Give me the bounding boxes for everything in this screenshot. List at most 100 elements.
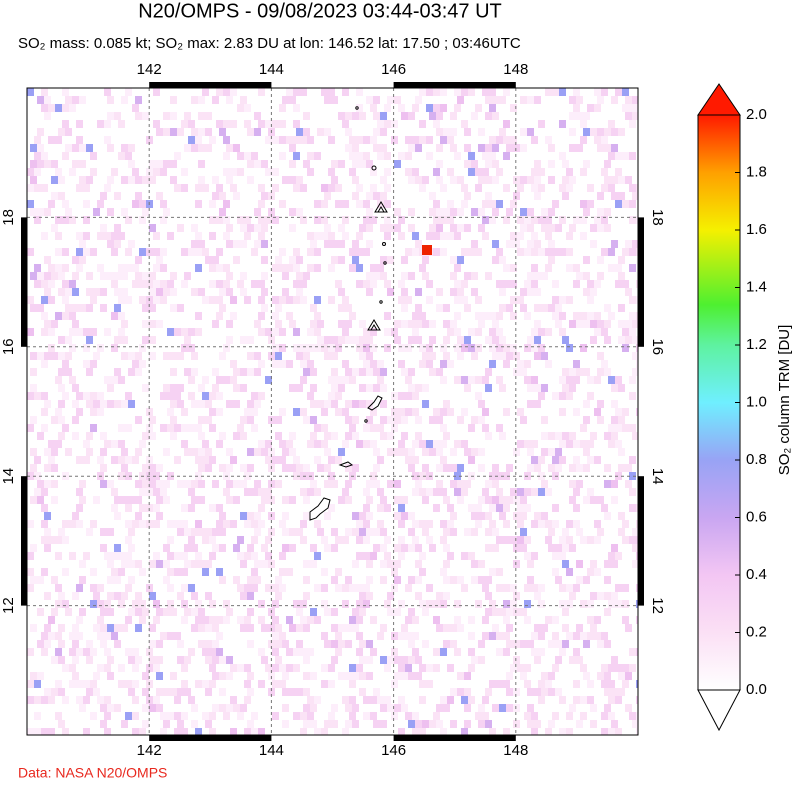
texture-cell — [443, 560, 450, 568]
texture-cell — [636, 600, 638, 608]
texture-cell — [548, 464, 555, 472]
texture-cell — [237, 552, 244, 560]
texture-cell — [583, 640, 590, 648]
texture-cell — [212, 384, 219, 392]
texture-cell — [398, 728, 405, 735]
texture-cell — [324, 512, 331, 520]
texture-cell — [100, 720, 107, 728]
texture-cell — [408, 272, 415, 280]
lon-label: 142 — [137, 742, 162, 759]
texture-cell — [492, 480, 499, 488]
texture-cell — [548, 448, 555, 456]
texture-cell — [408, 720, 415, 728]
texture-cell — [188, 536, 195, 544]
texture-cell — [174, 728, 181, 735]
texture-cell — [538, 344, 545, 352]
texture-cell — [296, 528, 303, 536]
texture-cell — [114, 288, 121, 296]
texture-cell — [139, 280, 146, 288]
texture-cell — [132, 680, 139, 688]
texture-cell — [58, 432, 65, 440]
texture-cell — [419, 136, 426, 144]
texture-cell — [118, 312, 125, 320]
texture-cell — [97, 600, 104, 608]
texture-cell — [573, 88, 580, 96]
texture-cell — [450, 688, 457, 696]
texture-cell — [436, 704, 443, 712]
texture-cell — [118, 328, 125, 336]
texture-cell — [300, 728, 307, 735]
texture-cell — [566, 712, 573, 720]
texture-cell — [181, 616, 188, 624]
texture-cell — [492, 608, 499, 616]
texture-cell — [41, 520, 48, 528]
texture-cell — [226, 448, 233, 456]
texture-cell — [359, 528, 366, 536]
texture-cell — [307, 264, 314, 272]
texture-cell — [482, 376, 489, 384]
texture-cell — [153, 552, 160, 560]
texture-cell — [118, 424, 125, 432]
texture-cell — [135, 624, 142, 632]
texture-cell — [254, 576, 261, 584]
texture-cell — [216, 312, 223, 320]
texture-cell — [632, 352, 638, 360]
texture-cell — [429, 208, 436, 216]
texture-cell — [622, 152, 629, 160]
texture-cell — [496, 136, 503, 144]
texture-cell — [296, 256, 303, 264]
texture-cell — [597, 128, 604, 136]
texture-cell — [258, 184, 265, 192]
texture-cell — [499, 704, 506, 712]
texture-cell — [594, 216, 601, 224]
texture-cell — [419, 728, 426, 735]
texture-cell — [363, 520, 370, 528]
texture-cell — [163, 608, 170, 616]
texture-cell — [244, 728, 251, 735]
texture-cell — [629, 648, 636, 656]
texture-cell — [289, 448, 296, 456]
texture-cell — [282, 544, 289, 552]
texture-cell — [615, 696, 622, 704]
texture-cell — [639, 144, 646, 152]
texture-cell — [240, 560, 247, 568]
texture-cell — [160, 424, 167, 432]
texture-cell — [184, 480, 191, 488]
texture-cell — [622, 536, 629, 544]
texture-cell — [282, 704, 289, 712]
texture-cell — [97, 616, 104, 624]
texture-cell — [531, 136, 538, 144]
texture-cell — [587, 392, 594, 400]
texture-cell — [527, 96, 534, 104]
texture-cell — [72, 592, 79, 600]
texture-cell — [324, 432, 331, 440]
texture-cell — [559, 296, 566, 304]
texture-cell — [125, 520, 132, 528]
texture-cell — [359, 592, 366, 600]
texture-cell — [307, 616, 314, 624]
texture-cell — [461, 728, 468, 735]
texture-cell — [219, 512, 226, 520]
texture-cell — [181, 552, 188, 560]
texture-cell — [202, 648, 209, 656]
texture-cell — [384, 696, 391, 704]
texture-cell — [170, 672, 177, 680]
texture-cell — [163, 720, 170, 728]
texture-cell — [254, 320, 261, 328]
texture-cell — [636, 696, 638, 704]
texture-cell — [636, 536, 638, 544]
texture-cell — [541, 432, 548, 440]
texture-cell — [48, 616, 55, 624]
frame-bar — [21, 476, 27, 606]
texture-cell — [618, 336, 625, 344]
texture-cell — [331, 640, 338, 648]
texture-cell — [310, 432, 317, 440]
texture-cell — [209, 392, 216, 400]
texture-cell — [69, 648, 76, 656]
texture-cell — [30, 672, 37, 680]
texture-cell — [520, 128, 527, 136]
texture-cell — [191, 608, 198, 616]
texture-cell — [303, 416, 310, 424]
texture-cell — [90, 568, 97, 576]
colorbar — [697, 114, 741, 691]
